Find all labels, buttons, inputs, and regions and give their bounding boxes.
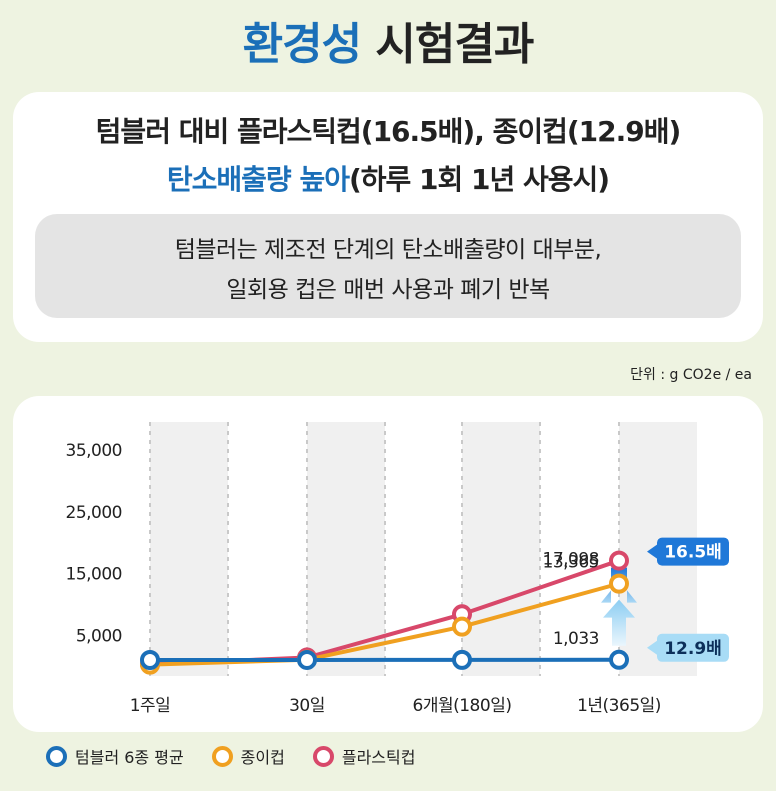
y-tick-label: 25,000 (66, 503, 122, 523)
point-tumbler (297, 649, 317, 670)
ratio-badge (657, 537, 729, 566)
headline-line2: 탄소배출량 높아(하루 1회 1년 사용시) (0, 158, 776, 198)
legend-item-tumbler: 텀블러 6종 평균 (46, 744, 184, 768)
title-accent: 환경성 (242, 19, 362, 70)
point-tumbler (140, 650, 160, 670)
note-line2: 일회용 컵은 매번 사용과 폐기 반복 (226, 277, 550, 303)
ratio-label: 12.9배 (664, 639, 722, 659)
point-paper (609, 573, 629, 594)
column-band-2 (462, 422, 540, 676)
column-band-0 (150, 422, 228, 676)
data-label: 17,098 (543, 550, 599, 570)
data-label: 13,365 (543, 553, 599, 573)
note-line1: 텀블러는 제조전 단계의 탄소배출량이 대부분, (174, 237, 602, 263)
legend-label: 플라스틱컵 (341, 748, 416, 767)
headline-condition: (하루 1회 1년 사용시) (348, 163, 610, 196)
ratio-badge-pointer (647, 544, 657, 559)
y-tick-label: 15,000 (66, 565, 122, 585)
y-tick-label: 35,000 (66, 441, 122, 461)
x-tick-label: 6개월(180일) (413, 696, 512, 716)
title-rest: 시험결과 (375, 19, 534, 70)
note-box (35, 214, 741, 318)
ratio-badge (657, 633, 729, 662)
arrow-paper (603, 599, 635, 646)
chart-legend: 텀블러 6종 평균 종이컵 플라스틱컵 (46, 744, 443, 768)
legend-marker-icon (312, 745, 334, 767)
legend-item-paper: 종이컵 (211, 744, 285, 768)
ratio-badge-pointer (647, 640, 657, 655)
x-tick-label: 30일 (289, 696, 325, 716)
headline-line1: 텀블러 대비 플라스틱컵(16.5배), 종이컵(12.9배) (95, 115, 682, 148)
x-tick-label: 1년(365일) (577, 696, 661, 716)
unit-label: 단위 : g CO2e / ea (630, 367, 752, 383)
legend-marker-icon (46, 745, 67, 767)
page-title: 환경성 시험결과 (0, 8, 776, 72)
headline-highlight: 탄소배출량 높아 (166, 163, 350, 196)
legend-label: 텀블러 6종 평균 (75, 748, 184, 767)
series-line-paper (149, 581, 620, 667)
legend-label: 종이컵 (240, 748, 285, 767)
column-band-1 (307, 422, 385, 676)
point-paper (452, 616, 472, 637)
legend-item-plastic: 플라스틱컵 (312, 744, 416, 768)
x-tick-label: 1주일 (130, 696, 171, 716)
y-tick-label: 5,000 (76, 626, 122, 646)
data-label: 1,033 (553, 629, 599, 649)
arrow-plastic (601, 567, 637, 603)
legend-marker-icon (211, 745, 233, 767)
point-tumbler (609, 649, 629, 670)
ratio-label: 16.5배 (664, 543, 722, 563)
point-plastic (609, 550, 629, 571)
point-tumbler (452, 649, 472, 670)
